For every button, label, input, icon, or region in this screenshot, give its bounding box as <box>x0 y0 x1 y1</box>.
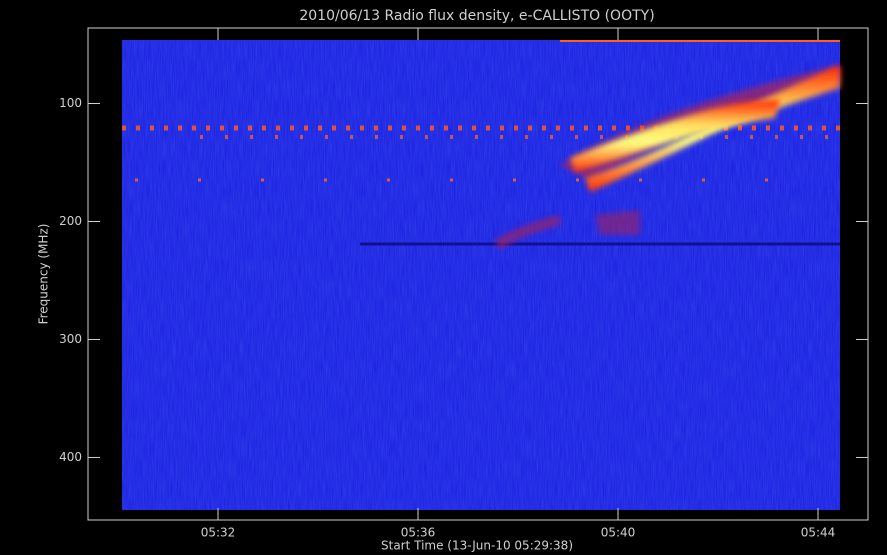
chart-title: 2010/06/13 Radio flux density, e-CALLIST… <box>299 8 654 24</box>
x-axis-label: Start Time (13-Jun-10 05:29:38) <box>381 539 573 553</box>
burst-band <box>570 100 780 172</box>
spectrogram-image <box>122 40 840 510</box>
x-tick-label: 05:36 <box>401 526 436 540</box>
x-tick-label: 05:32 <box>201 526 236 540</box>
burst-faint <box>595 210 640 235</box>
y-axis-label: Frequency (MHz) <box>37 224 51 325</box>
x-tick-label: 05:40 <box>601 526 636 540</box>
burst-faint <box>495 215 560 250</box>
x-tick-label: 05:44 <box>801 526 836 540</box>
y-tick-label: 100 <box>59 96 82 110</box>
y-tick-label: 200 <box>59 214 82 228</box>
y-tick-label: 300 <box>59 332 82 346</box>
y-tick-label: 400 <box>59 450 82 464</box>
